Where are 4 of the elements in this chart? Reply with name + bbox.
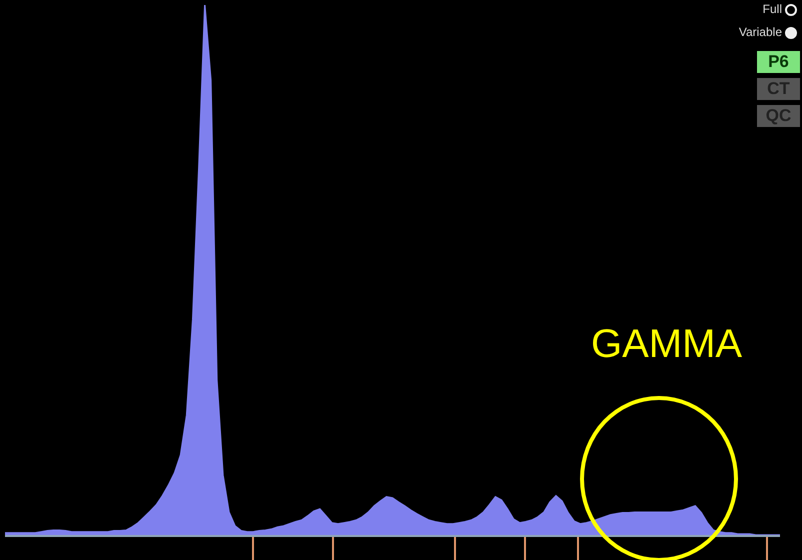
annotation: GAMMA xyxy=(591,322,742,366)
button: P6 xyxy=(757,51,800,73)
annotation: Full xyxy=(762,2,782,16)
annotation: Variable xyxy=(738,25,782,39)
